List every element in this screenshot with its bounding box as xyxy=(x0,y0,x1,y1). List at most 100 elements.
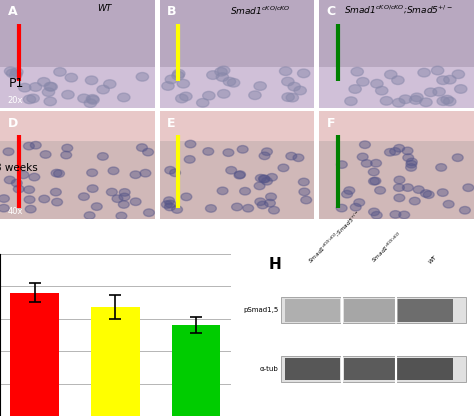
Circle shape xyxy=(232,203,242,211)
Circle shape xyxy=(255,174,266,182)
Circle shape xyxy=(410,96,422,104)
Circle shape xyxy=(384,149,395,156)
Circle shape xyxy=(392,99,405,107)
Circle shape xyxy=(228,79,240,87)
Circle shape xyxy=(25,206,36,213)
Circle shape xyxy=(62,144,73,152)
Circle shape xyxy=(399,95,411,104)
Circle shape xyxy=(18,83,31,92)
FancyBboxPatch shape xyxy=(399,357,453,380)
Circle shape xyxy=(24,196,35,203)
Circle shape xyxy=(42,88,55,97)
Circle shape xyxy=(40,151,51,158)
Circle shape xyxy=(394,144,405,152)
Circle shape xyxy=(87,96,99,104)
Text: F: F xyxy=(327,116,335,130)
FancyBboxPatch shape xyxy=(281,356,465,382)
Circle shape xyxy=(301,196,311,204)
Circle shape xyxy=(459,206,470,214)
FancyBboxPatch shape xyxy=(319,111,474,141)
Circle shape xyxy=(368,178,379,185)
Circle shape xyxy=(165,166,176,174)
Circle shape xyxy=(299,178,309,186)
Circle shape xyxy=(44,82,56,91)
Circle shape xyxy=(356,77,369,86)
Circle shape xyxy=(336,204,347,212)
Circle shape xyxy=(371,79,383,88)
Circle shape xyxy=(357,153,368,161)
Circle shape xyxy=(175,94,188,103)
Circle shape xyxy=(180,92,192,101)
Circle shape xyxy=(234,171,245,179)
Circle shape xyxy=(184,156,195,163)
Circle shape xyxy=(84,99,97,107)
Circle shape xyxy=(424,88,437,97)
FancyBboxPatch shape xyxy=(285,299,340,322)
Circle shape xyxy=(240,188,250,195)
Circle shape xyxy=(18,171,29,178)
Circle shape xyxy=(406,163,417,171)
Circle shape xyxy=(452,154,463,161)
Circle shape xyxy=(293,154,304,161)
Circle shape xyxy=(269,206,279,214)
Circle shape xyxy=(97,85,109,94)
Circle shape xyxy=(406,158,417,166)
Circle shape xyxy=(144,209,155,216)
Circle shape xyxy=(444,75,456,84)
Circle shape xyxy=(4,176,15,184)
Circle shape xyxy=(119,188,130,196)
Circle shape xyxy=(299,188,310,196)
FancyBboxPatch shape xyxy=(160,67,314,108)
Circle shape xyxy=(384,70,397,79)
Circle shape xyxy=(164,197,174,204)
Text: B: B xyxy=(167,5,177,18)
Circle shape xyxy=(197,99,209,107)
Circle shape xyxy=(223,149,234,156)
Circle shape xyxy=(375,86,388,95)
Circle shape xyxy=(173,69,185,78)
Circle shape xyxy=(0,195,9,202)
Circle shape xyxy=(282,93,294,102)
Circle shape xyxy=(79,193,89,201)
Circle shape xyxy=(441,95,453,104)
Circle shape xyxy=(98,153,108,160)
FancyBboxPatch shape xyxy=(344,357,399,380)
Circle shape xyxy=(165,200,176,208)
Circle shape xyxy=(87,169,98,176)
Circle shape xyxy=(298,69,310,78)
Circle shape xyxy=(337,161,347,168)
Circle shape xyxy=(262,178,273,185)
Circle shape xyxy=(45,82,57,91)
Circle shape xyxy=(78,94,90,103)
Circle shape xyxy=(107,188,117,196)
Circle shape xyxy=(177,79,190,88)
Text: WT: WT xyxy=(97,4,111,13)
Circle shape xyxy=(280,67,292,76)
Circle shape xyxy=(254,182,265,190)
Text: Smad1$^{cKO/cKO}$;Smad5$^{+/-}$: Smad1$^{cKO/cKO}$;Smad5$^{+/-}$ xyxy=(306,208,363,265)
Circle shape xyxy=(29,173,40,181)
Circle shape xyxy=(444,97,456,106)
Circle shape xyxy=(288,82,301,91)
Circle shape xyxy=(380,97,392,105)
Circle shape xyxy=(86,94,99,103)
Circle shape xyxy=(278,164,289,172)
Circle shape xyxy=(118,201,129,208)
Circle shape xyxy=(443,201,454,208)
Circle shape xyxy=(413,186,424,193)
Circle shape xyxy=(172,206,182,213)
Circle shape xyxy=(29,83,42,91)
Circle shape xyxy=(170,169,181,176)
Circle shape xyxy=(44,97,56,106)
Circle shape xyxy=(27,94,39,103)
Circle shape xyxy=(13,185,24,193)
FancyBboxPatch shape xyxy=(319,67,474,108)
Circle shape xyxy=(455,85,467,93)
Circle shape xyxy=(164,203,175,211)
Circle shape xyxy=(390,148,401,155)
Circle shape xyxy=(282,77,294,86)
Circle shape xyxy=(84,212,95,219)
Circle shape xyxy=(223,77,236,86)
FancyBboxPatch shape xyxy=(0,111,155,141)
Circle shape xyxy=(130,171,141,178)
